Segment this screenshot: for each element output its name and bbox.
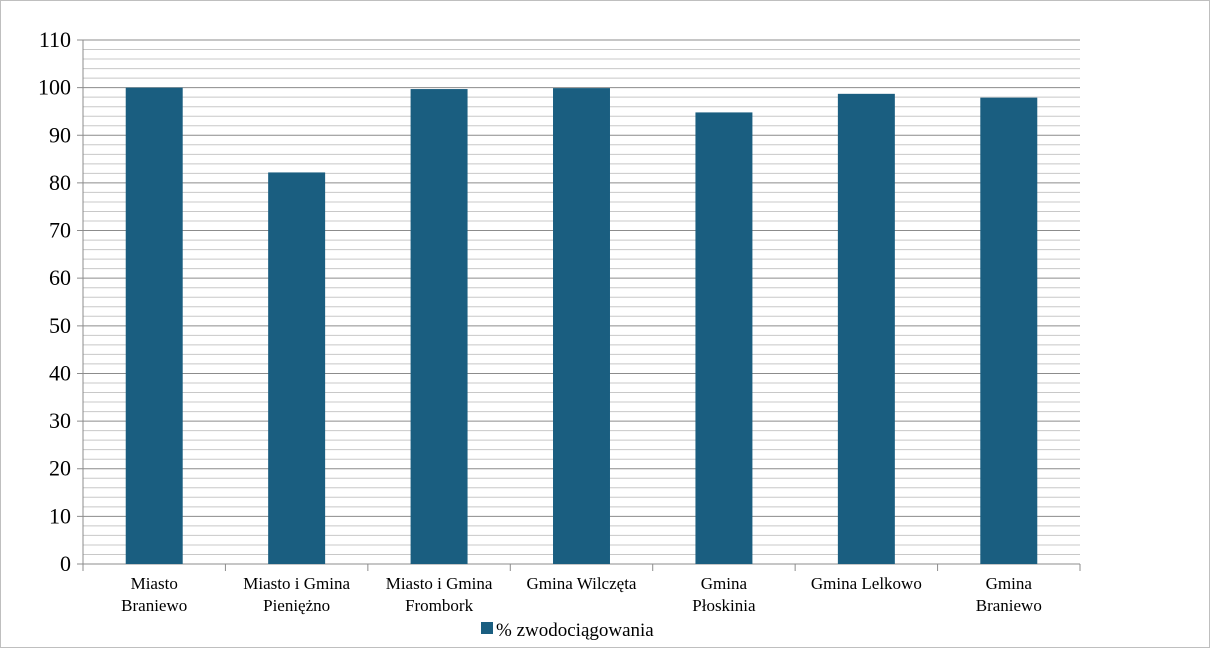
- y-tick-label: 110: [39, 27, 71, 52]
- x-category-label: Miasto i Gmina: [243, 574, 350, 593]
- x-category-label: Gmina: [986, 574, 1033, 593]
- bar: [125, 87, 183, 565]
- x-category-label: Gmina Lelkowo: [811, 574, 922, 593]
- x-category-label: Pieniężno: [263, 596, 330, 615]
- y-axis-tick-labels: 0 10 20 30 40 50 60 70 80 90 100 110: [38, 27, 71, 576]
- y-tick-label: 100: [38, 75, 71, 100]
- x-category-label: Frombork: [405, 596, 474, 615]
- y-tick-label: 30: [49, 408, 71, 433]
- y-tick-label: 60: [49, 265, 71, 290]
- bar: [268, 172, 326, 565]
- x-axis-category-labels: Miasto Braniewo Miasto i Gmina Pieniężno Mia…: [121, 574, 1042, 615]
- x-category-label: Gmina: [701, 574, 748, 593]
- bar: [980, 97, 1038, 564]
- y-tick-label: 10: [49, 503, 71, 528]
- x-category-label: Gmina Wilczęta: [527, 574, 637, 593]
- legend-label: % zwodociągowania: [496, 620, 654, 641]
- y-tick-label: 20: [49, 456, 71, 481]
- y-tick-label: 90: [49, 122, 71, 147]
- bar: [837, 93, 895, 564]
- x-category-label: Braniewo: [976, 596, 1042, 615]
- y-tick-label: 50: [49, 313, 71, 338]
- y-tick-label: 70: [49, 218, 71, 243]
- x-category-label: Miasto: [131, 574, 178, 593]
- x-category-label: Płoskinia: [692, 596, 756, 615]
- bars: [125, 87, 1038, 565]
- bar: [410, 89, 468, 564]
- x-category-label: Braniewo: [121, 596, 187, 615]
- legend-swatch: [481, 622, 493, 634]
- y-tick-label: 80: [49, 170, 71, 195]
- bar: [553, 88, 610, 564]
- legend: % zwodociągowania: [481, 620, 654, 641]
- bar: [695, 112, 753, 564]
- y-tick-label: 0: [60, 551, 71, 576]
- y-tick-label: 40: [49, 360, 71, 385]
- x-category-label: Miasto i Gmina: [386, 574, 493, 593]
